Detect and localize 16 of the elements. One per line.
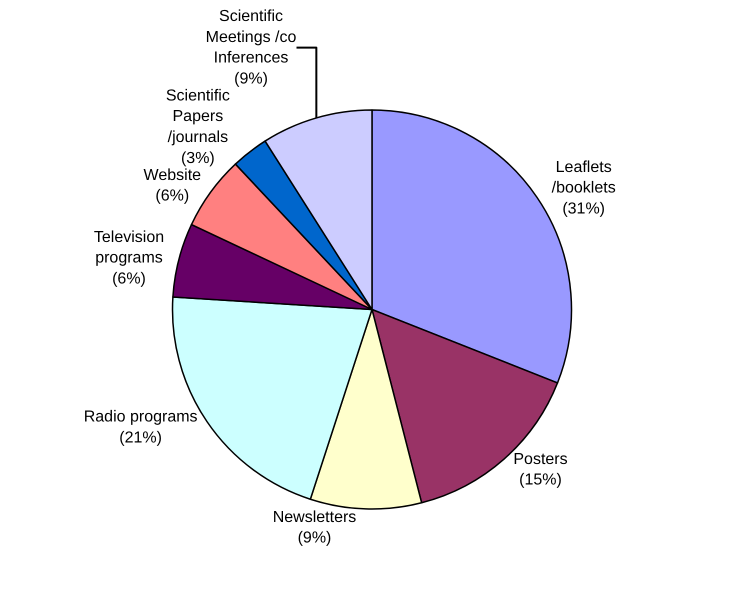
slice-label: Posters (513, 450, 568, 468)
slice-label: Scientific Papers /journals (166, 87, 230, 146)
slice-label: Newsletters (272, 508, 356, 526)
data-label: (15%) (519, 472, 562, 489)
data-label: (3%) (180, 150, 215, 167)
slice-label: Leaflets /booklets (552, 158, 616, 197)
data-label: (6%) (155, 188, 190, 205)
data-label: (21%) (119, 430, 162, 447)
data-label: (9%) (298, 530, 332, 547)
slice-label: Radio programs (84, 408, 198, 426)
data-label: (9%) (234, 70, 268, 88)
data-label: (31%) (562, 200, 606, 218)
data-label: (6%) (112, 270, 146, 288)
slice-label: Website (144, 166, 202, 184)
slice-label: Television programs (94, 228, 164, 267)
slice-label: Scientific Meetings /co Inferences (206, 8, 296, 67)
